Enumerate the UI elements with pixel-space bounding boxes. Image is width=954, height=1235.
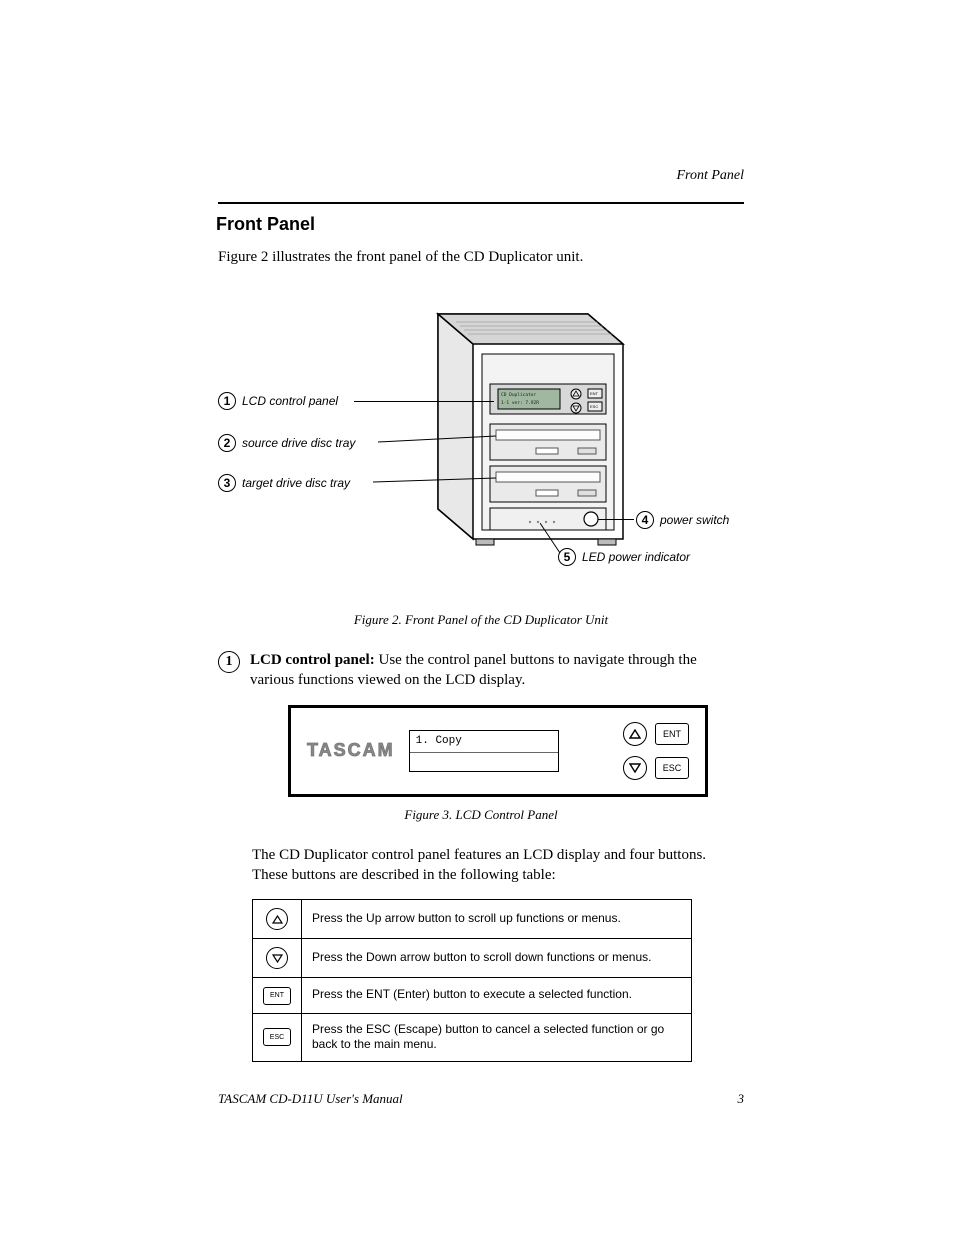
paragraph-2: The CD Duplicator control panel features… bbox=[252, 845, 744, 886]
down-arrow-button[interactable] bbox=[623, 756, 647, 780]
callout-num-1: 1 bbox=[218, 392, 236, 410]
callout-3: 3 target drive disc tray bbox=[218, 474, 350, 492]
down-arrow-desc: Press the Down arrow button to scroll do… bbox=[302, 939, 692, 978]
ent-desc: Press the ENT (Enter) button to execute … bbox=[302, 978, 692, 1014]
callout-num-2: 2 bbox=[218, 434, 236, 452]
callout-label-2: source drive disc tray bbox=[242, 436, 355, 450]
callout-label-1: LCD control panel bbox=[242, 394, 338, 408]
figure-2: CD Duplicator 1-1 ver: 7.92R ENT ESC bbox=[218, 284, 744, 604]
callout-num-3: 3 bbox=[218, 474, 236, 492]
desc-1-text: LCD control panel: Use the control panel… bbox=[250, 650, 744, 691]
callout-label-3: target drive disc tray bbox=[242, 476, 350, 490]
up-arrow-button[interactable] bbox=[623, 722, 647, 746]
desc-1-bold: LCD control panel: bbox=[250, 652, 375, 668]
callout-label-5: LED power indicator bbox=[582, 550, 690, 564]
callout-2: 2 source drive disc tray bbox=[218, 434, 355, 452]
figure-2-caption: Figure 2. Front Panel of the CD Duplicat… bbox=[218, 612, 744, 628]
lcd-screen: 1. Copy bbox=[409, 730, 559, 772]
ent-icon: ENT bbox=[253, 978, 302, 1014]
svg-text:ESC: ESC bbox=[590, 404, 598, 409]
lcd-panel: TASCAM 1. Copy ENT ESC bbox=[288, 705, 708, 797]
device-lcd-line1: CD Duplicator bbox=[501, 392, 537, 398]
button-table: Press the Up arrow button to scroll up f… bbox=[252, 899, 692, 1062]
intro-text: Figure 2 illustrates the front panel of … bbox=[218, 249, 744, 266]
figure-3-caption: Figure 3. LCD Control Panel bbox=[218, 807, 744, 823]
ent-button[interactable]: ENT bbox=[655, 723, 689, 745]
running-header: Front Panel bbox=[218, 168, 744, 184]
footer-page-number: 3 bbox=[738, 1091, 745, 1107]
up-arrow-icon bbox=[253, 900, 302, 939]
callout-1: 1 LCD control panel bbox=[218, 392, 338, 410]
esc-desc: Press the ESC (Escape) button to cancel … bbox=[302, 1013, 692, 1061]
table-row: Press the Down arrow button to scroll do… bbox=[253, 939, 692, 978]
callout-label-4: power switch bbox=[660, 513, 729, 527]
desc-1-num: 1 bbox=[218, 651, 240, 673]
up-arrow-desc: Press the Up arrow button to scroll up f… bbox=[302, 900, 692, 939]
section-title: Front Panel bbox=[216, 214, 744, 235]
device-lcd-line2: 1-1 ver: 7.92R bbox=[501, 400, 539, 406]
table-row: Press the Up arrow button to scroll up f… bbox=[253, 900, 692, 939]
svg-text:ENT: ENT bbox=[590, 391, 599, 396]
callout-num-4: 4 bbox=[636, 511, 654, 529]
esc-icon: ESC bbox=[253, 1013, 302, 1061]
brand-logo: TASCAM bbox=[307, 740, 395, 761]
callout-4: 4 power switch bbox=[636, 511, 729, 529]
device-illustration: CD Duplicator 1-1 ver: 7.92R ENT ESC bbox=[398, 284, 638, 564]
divider bbox=[218, 202, 744, 204]
down-arrow-icon bbox=[253, 939, 302, 978]
table-row: ESC Press the ESC (Escape) button to can… bbox=[253, 1013, 692, 1061]
footer-left: TASCAM CD-D11U User's Manual bbox=[218, 1091, 403, 1107]
callout-5: 5 LED power indicator bbox=[558, 548, 690, 566]
table-row: ENT Press the ENT (Enter) button to exec… bbox=[253, 978, 692, 1014]
esc-button[interactable]: ESC bbox=[655, 757, 689, 779]
